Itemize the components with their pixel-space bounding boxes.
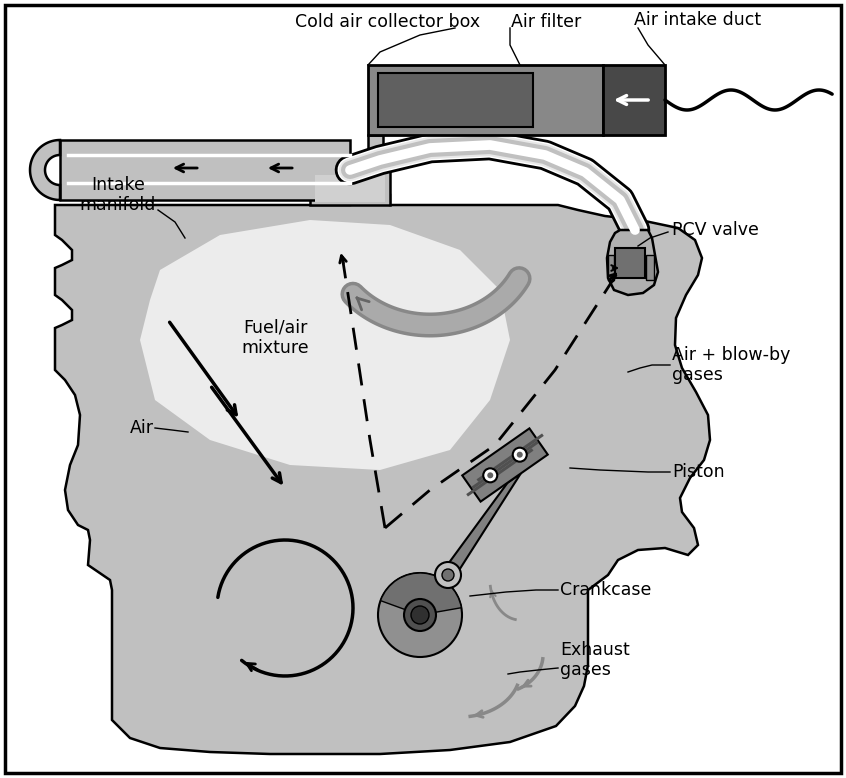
Text: Intake
manifold: Intake manifold [80,176,157,215]
Polygon shape [646,255,654,280]
Circle shape [483,468,497,482]
Circle shape [435,562,461,588]
Bar [603,65,665,135]
Polygon shape [607,230,658,295]
Polygon shape [315,175,385,202]
Polygon shape [440,474,521,575]
Polygon shape [471,441,539,489]
Text: Exhaust
gases: Exhaust gases [560,640,629,679]
Polygon shape [462,429,547,502]
Circle shape [513,447,527,461]
Text: PCV valve: PCV valve [672,221,759,239]
Circle shape [411,606,429,624]
Polygon shape [476,433,544,482]
Circle shape [378,573,462,657]
Polygon shape [466,448,534,496]
Bar [615,248,645,278]
Text: Piston: Piston [672,463,725,481]
Bar [368,135,383,160]
Text: Air intake duct: Air intake duct [634,11,761,29]
Polygon shape [608,255,614,280]
Polygon shape [140,220,510,470]
Polygon shape [30,140,60,200]
Circle shape [517,452,523,457]
Circle shape [487,472,493,478]
Text: Air + blow-by
gases: Air + blow-by gases [672,345,790,384]
Text: Crankcase: Crankcase [560,581,651,599]
Text: Cold air collector box: Cold air collector box [295,13,481,31]
Bar [368,65,603,135]
Polygon shape [310,170,390,205]
Polygon shape [55,195,710,754]
Bar [378,73,533,127]
Text: Fuel/air
mixture: Fuel/air mixture [241,319,309,357]
Text: Air filter: Air filter [511,13,581,31]
Text: Air: Air [130,419,154,437]
Circle shape [442,569,454,581]
Bar [60,140,350,200]
Circle shape [404,599,436,631]
Wedge shape [381,573,461,615]
